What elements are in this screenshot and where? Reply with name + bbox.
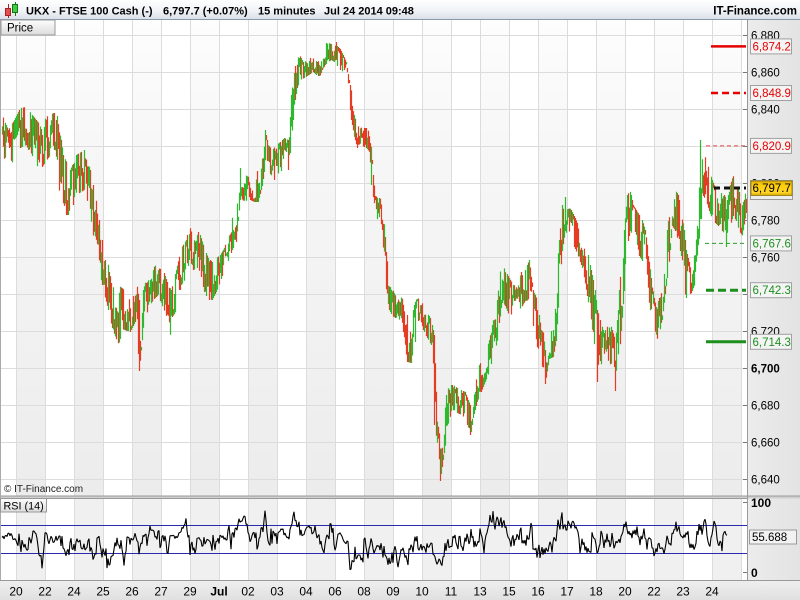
svg-text:Price: Price [7, 23, 33, 35]
svg-text:UKX - FTSE 100 Cash (-): UKX - FTSE 100 Cash (-) [26, 6, 153, 18]
svg-text:6,860: 6,860 [751, 68, 780, 80]
svg-text:6,820.9: 6,820.9 [753, 141, 791, 153]
svg-text:24: 24 [705, 585, 719, 599]
svg-text:20: 20 [9, 585, 23, 599]
svg-text:6,700: 6,700 [751, 364, 780, 376]
svg-text:6,640: 6,640 [751, 475, 780, 487]
svg-text:6,714.3: 6,714.3 [753, 337, 791, 349]
svg-text:6,767.6: 6,767.6 [753, 238, 791, 250]
svg-text:22: 22 [647, 585, 661, 599]
svg-text:15 minutes: 15 minutes [258, 6, 315, 18]
svg-text:6,742.3: 6,742.3 [753, 285, 791, 297]
svg-text:6,660: 6,660 [751, 438, 780, 450]
svg-text:26: 26 [125, 585, 139, 599]
svg-text:18: 18 [589, 585, 603, 599]
svg-text:06: 06 [328, 585, 342, 599]
svg-text:6,840: 6,840 [751, 105, 780, 117]
svg-text:22: 22 [38, 585, 52, 599]
svg-text:20: 20 [618, 585, 632, 599]
svg-text:100: 100 [751, 496, 771, 510]
svg-text:02: 02 [241, 585, 255, 599]
svg-text:11: 11 [445, 585, 458, 599]
svg-text:6,780: 6,780 [751, 216, 780, 228]
svg-text:Jul 24 2014 09:48: Jul 24 2014 09:48 [324, 6, 414, 18]
svg-text:6,848.9: 6,848.9 [753, 88, 791, 100]
svg-text:16: 16 [531, 585, 545, 599]
svg-text:6,797.7 (+0.07%): 6,797.7 (+0.07%) [163, 6, 248, 18]
svg-text:29: 29 [183, 585, 197, 599]
svg-text:10: 10 [415, 585, 429, 599]
svg-text:55.688: 55.688 [752, 532, 787, 544]
svg-text:23: 23 [676, 585, 690, 599]
svg-text:25: 25 [96, 585, 110, 599]
svg-text:24: 24 [67, 585, 81, 599]
svg-text:6,874.2: 6,874.2 [753, 41, 791, 53]
svg-text:IT-Finance.com: IT-Finance.com [713, 6, 797, 18]
svg-text:6,760: 6,760 [751, 253, 780, 265]
svg-text:0: 0 [751, 566, 758, 580]
svg-text:09: 09 [386, 585, 400, 599]
svg-text:27: 27 [154, 585, 168, 599]
svg-text:04: 04 [299, 585, 313, 599]
svg-text:6,680: 6,680 [751, 401, 780, 413]
svg-text:17: 17 [560, 585, 574, 599]
svg-text:© IT-Finance.com: © IT-Finance.com [4, 484, 83, 495]
svg-text:08: 08 [357, 585, 371, 599]
svg-text:15: 15 [502, 585, 516, 599]
svg-text:03: 03 [270, 585, 284, 599]
svg-text:13: 13 [473, 585, 487, 599]
svg-text:6,797.7: 6,797.7 [753, 183, 791, 195]
svg-text:RSI (14): RSI (14) [4, 501, 44, 513]
svg-text:Jul: Jul [210, 585, 227, 599]
